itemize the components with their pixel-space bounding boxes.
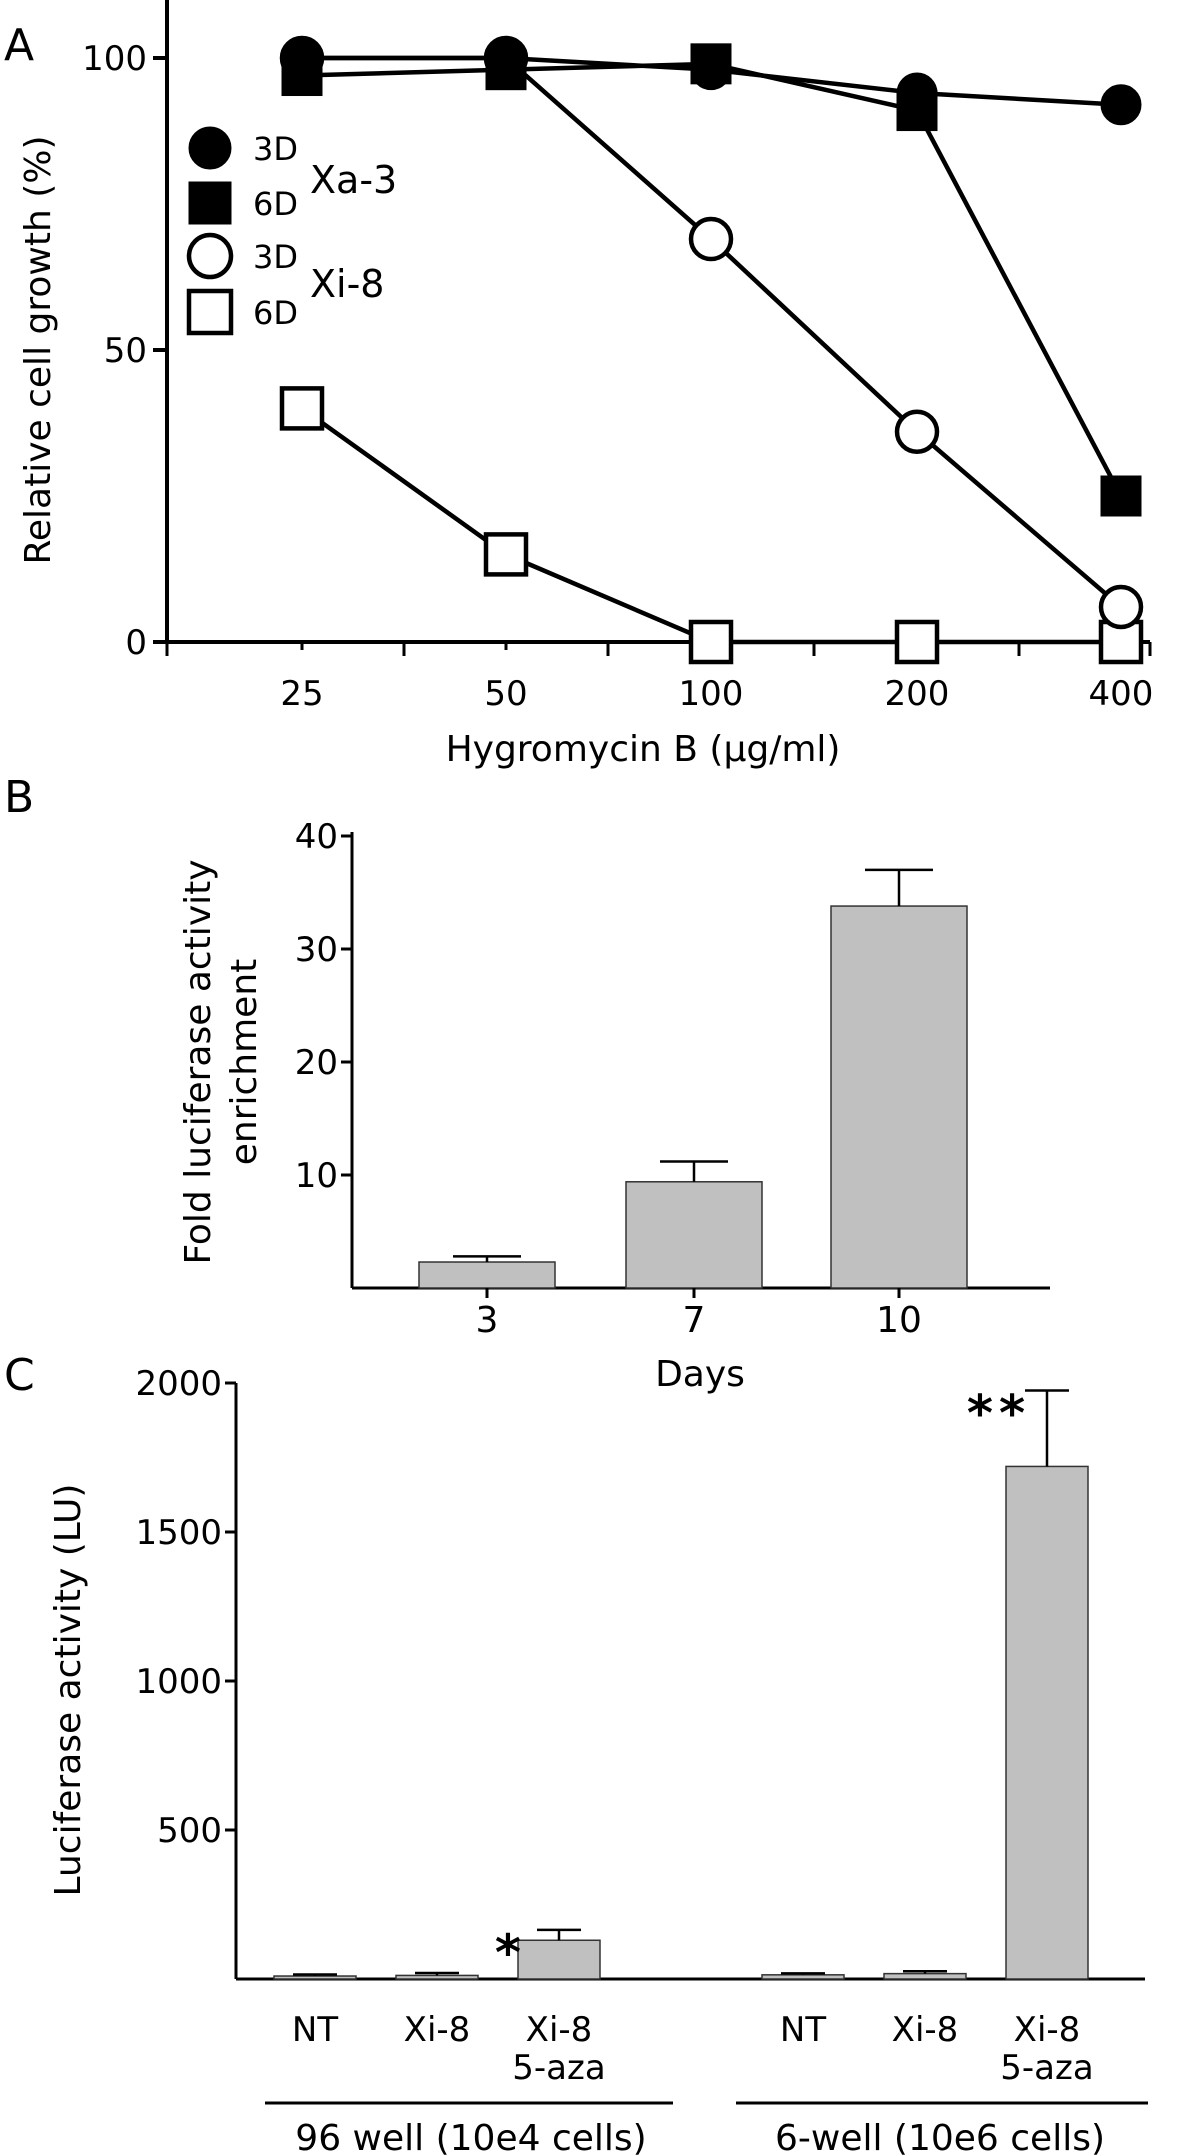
y-axis-title: Relative cell growth (%) [18,135,59,564]
panel-letter-b: B [4,772,34,823]
y-tick-label: 20 [295,1043,338,1083]
y-axis-title-line: Fold luciferase activity [178,859,219,1264]
y-tick-label: 0 [125,623,147,663]
legend-series-label: 3D [253,238,298,276]
data-point-xi-8-3d [1098,584,1144,630]
x-tick-label: 5-aza [512,2048,605,2088]
y-axis-title-line: enrichment [224,959,265,1166]
x-axis-title: Hygromycin B (µg/ml) [446,729,841,770]
x-tick-label: 7 [683,1300,706,1341]
data-point-xa-3-3d [1100,84,1142,126]
legend-marker-xi-8-3d [186,232,234,280]
x-axis-title: Days [655,1354,745,1395]
panel-letter-a: A [4,20,34,71]
y-tick-label: 1000 [135,1662,222,1702]
data-point-xi-8-6d [483,532,529,577]
y-tick-label: 500 [157,1811,222,1851]
legend-series-label: 6D [253,294,298,332]
series-line-xi-8-6d [300,406,1121,645]
series-line-xa-3-6d [301,61,1123,498]
legend-series-label: 3D [253,130,298,168]
x-tick-label: 3 [476,1300,499,1341]
bar-1-1 [883,1972,967,1980]
x-tick-label: Xi-8 [1014,2010,1081,2050]
x-tick-label: 50 [484,674,527,714]
significance-marker: * [495,1924,527,1982]
data-point-xi-8-3d [688,216,734,262]
x-tick-label: Xi-8 [404,2010,471,2050]
legend-marker-xa-3-6d [188,181,232,225]
x-tick-label: Xi-8 [526,2010,593,2050]
bar-0-2 [517,1939,601,1980]
data-point-xa-3-3d [896,72,938,114]
bar-0-0 [273,1975,357,1980]
data-point-xi-8-6d [688,619,734,665]
significance-marker: ** [967,1384,1031,1442]
legend-marker-xa-3-3d [188,126,232,170]
legend-group-label: Xa-3 [310,158,397,202]
data-point-xa-3-3d [690,49,732,91]
x-tick-label: 100 [679,674,744,714]
x-tick-label: NT [780,2010,826,2050]
x-tick-label: 25 [280,674,323,714]
bar-1-0 [761,1974,845,1980]
x-tick-label: 5-aza [1000,2048,1093,2088]
data-point-xa-3-3d [485,37,527,79]
data-point-xi-8-3d [894,409,940,455]
legend-marker-xi-8-6d [186,288,234,336]
bar-1-2 [1005,1465,1089,1980]
x-tick-label: NT [292,2010,338,2050]
data-point-xa-3-6d [1100,475,1142,517]
panel-letter-c: C [4,1350,35,1401]
bar-day-3 [418,1261,556,1289]
data-point-xa-3-3d [281,37,323,79]
x-tick-label: 400 [1089,674,1154,714]
bar-day-10 [830,905,968,1289]
y-tick-label: 100 [82,39,147,79]
y-tick-label: 50 [104,331,147,371]
group-label: 6-well (10e6 cells) [775,2118,1105,2156]
group-label: 96 well (10e4 cells) [295,2118,646,2156]
y-tick-label: 10 [295,1156,338,1196]
y-tick-label: 2000 [135,1364,222,1404]
x-tick-label: 200 [885,674,950,714]
data-point-xi-8-6d [894,619,940,665]
y-tick-label: 1500 [135,1513,222,1553]
y-tick-label: 30 [295,930,338,970]
y-tick-label: 40 [295,817,338,857]
x-tick-label: Xi-8 [892,2010,959,2050]
series-line-xi-8-3d [302,55,1123,609]
data-point-xi-8-6d [279,386,325,431]
legend-series-label: 6D [253,185,298,223]
bar-0-1 [395,1974,479,1980]
legend-group-label: Xi-8 [310,262,384,306]
x-tick-label: 10 [876,1300,922,1341]
bar-day-7 [625,1181,763,1289]
y-axis-title: Luciferase activity (LU) [48,1484,89,1897]
